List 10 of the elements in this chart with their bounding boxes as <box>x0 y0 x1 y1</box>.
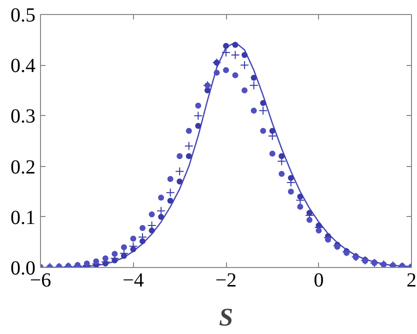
x-tick-label: 2 <box>406 270 416 292</box>
y-tick-label: 0.1 <box>10 206 36 229</box>
y-tick-label: 0.5 <box>10 4 36 26</box>
x-tick-label: −4 <box>122 270 144 292</box>
x-tick-label: 0 <box>314 270 324 292</box>
x-axis-title: S <box>218 304 234 332</box>
y-tick-label: 0.3 <box>10 106 36 128</box>
x-tick-label: −2 <box>215 270 237 292</box>
y-tick-label: 0.4 <box>10 55 36 78</box>
y-tick-label: 0.2 <box>10 156 36 178</box>
